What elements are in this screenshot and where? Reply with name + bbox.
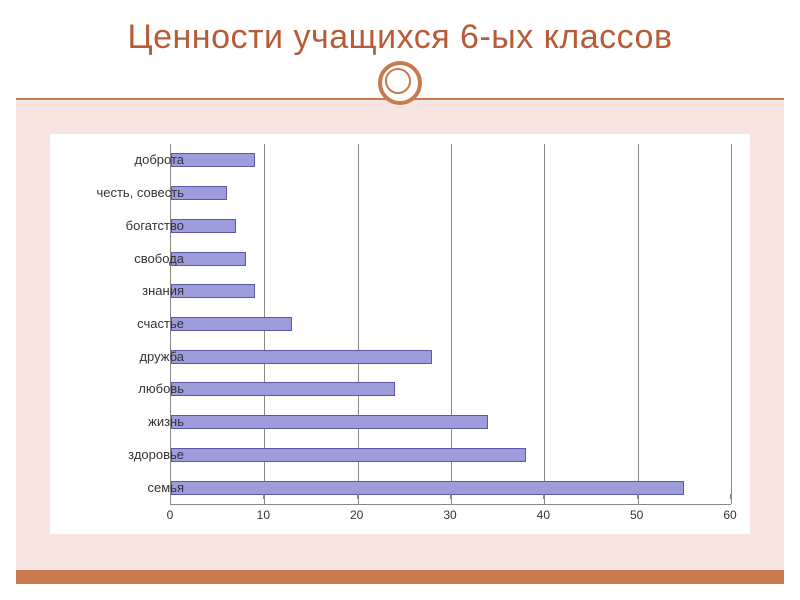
y-axis-label: дружба xyxy=(54,350,184,364)
chart-area: 0 10 20 30 40 50 60 доброта честь, совесть богатс… xyxy=(50,134,750,534)
x-tick-label: 40 xyxy=(528,508,558,522)
x-tick-mark xyxy=(357,494,358,499)
bar xyxy=(171,382,395,396)
slide: Ценности учащихся 6-ых классов 0 10 20 30 40… xyxy=(0,0,800,600)
x-tick-label: 0 xyxy=(155,508,185,522)
x-tick-mark xyxy=(450,494,451,499)
x-tick-label: 10 xyxy=(248,508,278,522)
bar xyxy=(171,415,488,429)
content-background: 0 10 20 30 40 50 60 доброта честь, совесть богатс… xyxy=(16,100,784,584)
y-axis-label: знания xyxy=(54,284,184,298)
x-tick-mark xyxy=(543,494,544,499)
y-axis-label: семья xyxy=(54,481,184,495)
y-axis-label: честь, совесть xyxy=(54,186,184,200)
x-tick-mark xyxy=(730,494,731,499)
grid-line xyxy=(731,144,732,504)
x-tick-mark xyxy=(263,494,264,499)
y-axis-label: жизнь xyxy=(54,415,184,429)
bar xyxy=(171,448,526,462)
x-tick-mark xyxy=(170,494,171,499)
decor-circle xyxy=(378,61,422,105)
y-axis-label: счастье xyxy=(54,317,184,331)
chart-plot xyxy=(170,144,731,505)
x-tick-label: 60 xyxy=(715,508,745,522)
slide-title: Ценности учащихся 6-ых классов xyxy=(0,0,800,63)
grid-line xyxy=(544,144,545,504)
bottom-accent-bar xyxy=(16,570,784,584)
decor-circle-inner xyxy=(385,68,411,94)
y-axis-label: свобода xyxy=(54,252,184,266)
bar xyxy=(171,317,292,331)
y-axis-label: любовь xyxy=(54,382,184,396)
bar xyxy=(171,481,684,495)
y-axis-label: богатство xyxy=(54,219,184,233)
y-axis-label: здоровье xyxy=(54,448,184,462)
x-tick-label: 50 xyxy=(622,508,652,522)
grid-line xyxy=(638,144,639,504)
bar xyxy=(171,350,432,364)
x-tick-mark xyxy=(637,494,638,499)
x-tick-label: 20 xyxy=(342,508,372,522)
x-tick-label: 30 xyxy=(435,508,465,522)
y-axis-label: доброта xyxy=(54,153,184,167)
